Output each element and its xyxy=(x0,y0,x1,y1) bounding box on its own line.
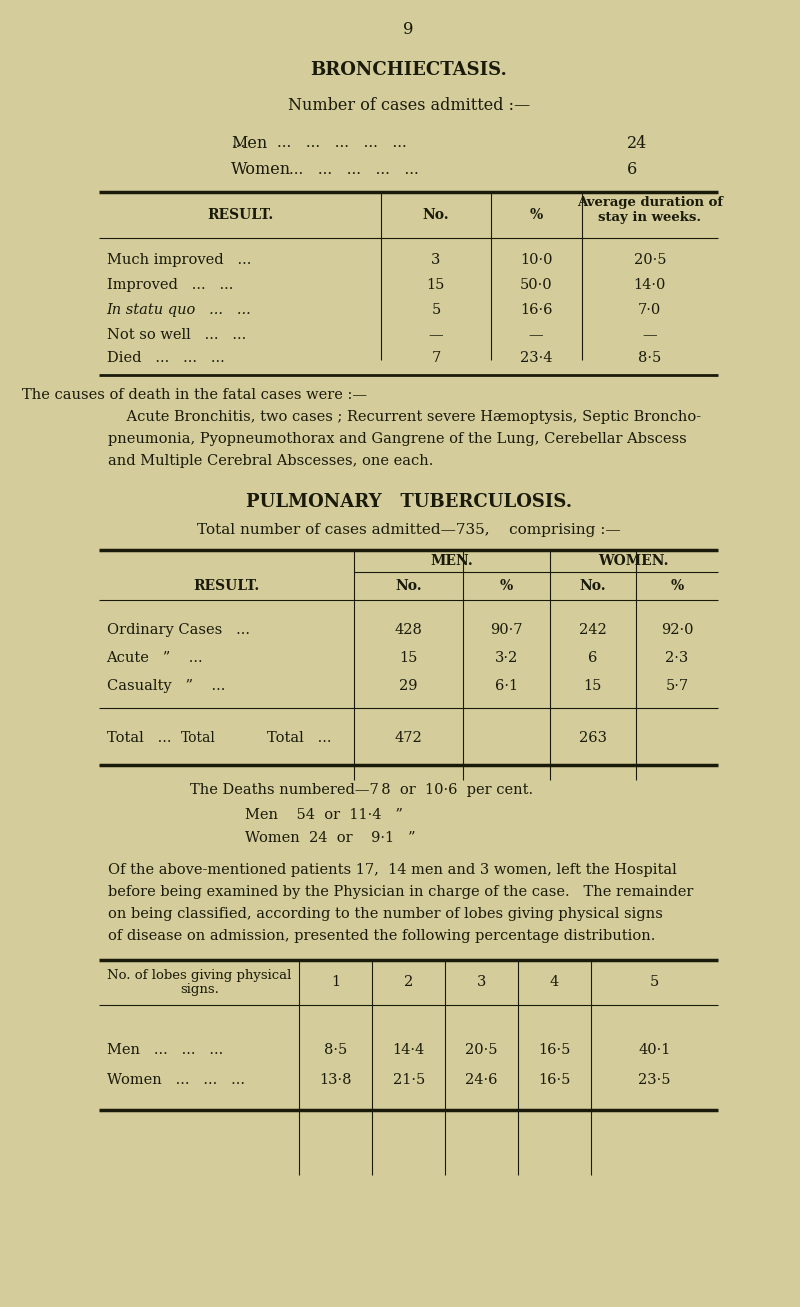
Text: 428: 428 xyxy=(394,623,422,637)
Text: 2·3: 2·3 xyxy=(666,651,689,665)
Text: RESULT.: RESULT. xyxy=(207,208,274,222)
Text: before being examined by the Physician in charge of the case.   The remainder: before being examined by the Physician i… xyxy=(108,885,694,899)
Text: The causes of death in the fatal cases were :—: The causes of death in the fatal cases w… xyxy=(22,388,367,403)
Text: No.: No. xyxy=(395,579,422,593)
Text: Much improved   ...: Much improved ... xyxy=(106,254,251,267)
Text: No.: No. xyxy=(422,208,450,222)
Text: on being classified, according to the number of lobes giving physical signs: on being classified, according to the nu… xyxy=(108,907,663,921)
Text: Acute Bronchitis, two cases ; Recurrent severe Hæmoptysis, Septic Broncho-: Acute Bronchitis, two cases ; Recurrent … xyxy=(108,410,702,423)
Text: 24·6: 24·6 xyxy=(465,1073,498,1087)
Text: 23·5: 23·5 xyxy=(638,1073,670,1087)
Text: pneumonia, Pyopneumothorax and Gangrene of the Lung, Cerebellar Abscess: pneumonia, Pyopneumothorax and Gangrene … xyxy=(108,433,687,446)
Text: 5·7: 5·7 xyxy=(666,680,689,693)
Text: Women  24  or    9·1   ”: Women 24 or 9·1 ” xyxy=(245,831,415,846)
Text: In statu quo   ...   ...: In statu quo ... ... xyxy=(106,303,251,318)
Text: Women   ...   ...   ...: Women ... ... ... xyxy=(106,1073,245,1087)
Text: 15: 15 xyxy=(426,278,445,291)
Text: 40·1: 40·1 xyxy=(638,1043,670,1057)
Text: 21·5: 21·5 xyxy=(393,1073,425,1087)
Text: 5: 5 xyxy=(650,975,659,989)
Text: 242: 242 xyxy=(579,623,606,637)
Text: 6·1: 6·1 xyxy=(495,680,518,693)
Text: 472: 472 xyxy=(394,731,422,745)
Text: %: % xyxy=(670,579,684,593)
Text: 20·5: 20·5 xyxy=(634,254,666,267)
Text: Men: Men xyxy=(231,135,267,152)
Text: 8·5: 8·5 xyxy=(324,1043,347,1057)
Text: 23·4: 23·4 xyxy=(520,352,552,365)
Text: of disease on admission, presented the following percentage distribution.: of disease on admission, presented the f… xyxy=(108,929,656,942)
Text: Not so well   ...   ...: Not so well ... ... xyxy=(106,328,246,342)
Text: Men    54  or  11·4   ”: Men 54 or 11·4 ” xyxy=(245,808,402,822)
Text: BRONCHIECTASIS.: BRONCHIECTASIS. xyxy=(310,61,507,78)
Text: 6: 6 xyxy=(627,162,638,179)
Text: —: — xyxy=(429,328,443,342)
Text: 2: 2 xyxy=(404,975,414,989)
Text: and Multiple Cerebral Abscesses, one each.: and Multiple Cerebral Abscesses, one eac… xyxy=(108,454,434,468)
Text: %: % xyxy=(530,208,542,222)
Text: 5: 5 xyxy=(431,303,441,318)
Text: Average duration of
stay in weeks.: Average duration of stay in weeks. xyxy=(577,196,722,223)
Text: Total: Total xyxy=(181,731,216,745)
Text: 16·6: 16·6 xyxy=(520,303,552,318)
Text: 3: 3 xyxy=(431,254,441,267)
Text: 16·5: 16·5 xyxy=(538,1073,570,1087)
Text: Improved   ...   ...: Improved ... ... xyxy=(106,278,233,291)
Text: 8·5: 8·5 xyxy=(638,352,662,365)
Text: 90·7: 90·7 xyxy=(490,623,522,637)
Text: 14·0: 14·0 xyxy=(634,278,666,291)
Text: ...   ...   ...   ...   ...: ... ... ... ... ... xyxy=(277,136,406,150)
Text: No.: No. xyxy=(579,579,606,593)
Text: 9: 9 xyxy=(403,21,414,38)
Text: Total number of cases admitted—7⁠35,    comprising :—: Total number of cases admitted—7⁠35, com… xyxy=(197,523,621,537)
Text: 3: 3 xyxy=(477,975,486,989)
Text: Number of cases admitted :—: Number of cases admitted :— xyxy=(287,97,530,114)
Text: —: — xyxy=(529,328,543,342)
Text: 7·0: 7·0 xyxy=(638,303,662,318)
Text: 4: 4 xyxy=(550,975,559,989)
Text: Total   ...: Total ... xyxy=(106,731,171,745)
Text: 1: 1 xyxy=(331,975,340,989)
Text: Acute   ”    ...: Acute ” ... xyxy=(106,651,203,665)
Text: 29: 29 xyxy=(399,680,418,693)
Text: 263: 263 xyxy=(579,731,607,745)
Text: —: — xyxy=(642,328,657,342)
Text: 7: 7 xyxy=(431,352,441,365)
Text: 6: 6 xyxy=(588,651,598,665)
Text: Men   ...   ...   ...: Men ... ... ... xyxy=(106,1043,222,1057)
Text: ...: ... xyxy=(231,136,246,150)
Text: MEN.: MEN. xyxy=(430,554,474,569)
Text: 13·8: 13·8 xyxy=(319,1073,352,1087)
Text: RESULT.: RESULT. xyxy=(194,579,260,593)
Text: 14·4: 14·4 xyxy=(393,1043,425,1057)
Text: Of the above-mentioned patients 17,  14 men and 3 women, left the Hospital: Of the above-mentioned patients 17, 14 m… xyxy=(108,863,677,877)
Text: WOMEN.: WOMEN. xyxy=(598,554,669,569)
Text: 50·0: 50·0 xyxy=(520,278,552,291)
Text: Casualty   ”    ...: Casualty ” ... xyxy=(106,680,225,693)
Text: ...   ...   ...   ...   ...: ... ... ... ... ... xyxy=(289,163,418,176)
Text: 16·5: 16·5 xyxy=(538,1043,570,1057)
Text: 15: 15 xyxy=(399,651,418,665)
Text: Ordinary Cases   ...: Ordinary Cases ... xyxy=(106,623,250,637)
Text: Women: Women xyxy=(231,162,291,179)
Text: The Deaths numbered—7 8  or  10·6  per cent.: The Deaths numbered—7 8 or 10·6 per cent… xyxy=(190,783,534,797)
Text: %: % xyxy=(500,579,513,593)
Text: No. of lobes giving physical
signs.: No. of lobes giving physical signs. xyxy=(107,968,291,996)
Text: 3·2: 3·2 xyxy=(495,651,518,665)
Text: 15: 15 xyxy=(584,680,602,693)
Text: 10·0: 10·0 xyxy=(520,254,552,267)
Text: 92·0: 92·0 xyxy=(661,623,694,637)
Text: Died   ...   ...   ...: Died ... ... ... xyxy=(106,352,224,365)
Text: 24: 24 xyxy=(627,135,647,152)
Text: 20·5: 20·5 xyxy=(465,1043,498,1057)
Text: Total   ...: Total ... xyxy=(267,731,332,745)
Text: PULMONARY   TUBERCULOSIS.: PULMONARY TUBERCULOSIS. xyxy=(246,493,572,511)
